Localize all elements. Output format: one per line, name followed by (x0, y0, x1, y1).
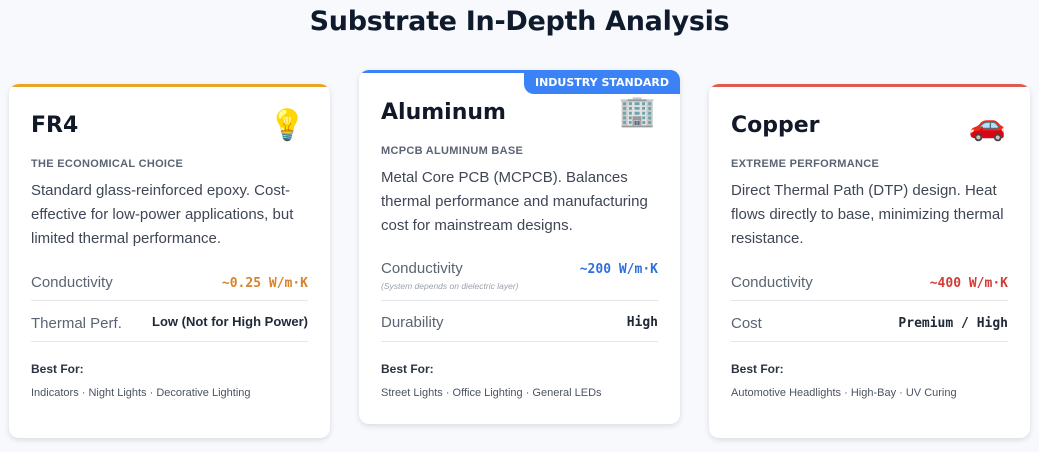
spec-value: High (626, 315, 658, 330)
office-building-icon: 🏢 (618, 95, 656, 128)
spec-label: Conductivity (31, 274, 113, 291)
card-fr4: FR4 💡 THE ECONOMICAL CHOICE Standard gla… (9, 84, 330, 438)
spec-value: ~200 W/m·K (579, 262, 658, 277)
best-for-label: Best For: (381, 362, 434, 376)
car-icon: 🚗 (968, 109, 1006, 142)
card-aluminum: INDUSTRY STANDARD Aluminum 🏢 MCPCB ALUMI… (359, 70, 680, 424)
spec-row-conductivity: Conductivity ~200 W/m·K (System depends … (381, 256, 658, 301)
card-title: Aluminum (381, 100, 506, 125)
card-description: Standard glass-reinforced epoxy. Cost-ef… (31, 182, 294, 247)
best-for-list: Automotive Headlights · High-Bay · UV Cu… (731, 387, 957, 399)
spec-label: Durability (381, 314, 444, 331)
card-copper: Copper 🚗 EXTREME PERFORMANCE Direct Ther… (709, 84, 1030, 438)
spec-note: (System depends on dielectric layer) (381, 281, 519, 291)
spec-value: ~0.25 W/m·K (221, 276, 308, 291)
best-for-list: Indicators · Night Lights · Decorative L… (31, 387, 251, 399)
best-for-label: Best For: (731, 362, 784, 376)
spec-label: Thermal Perf. (31, 315, 122, 332)
spec-label: Conductivity (381, 260, 463, 277)
industry-standard-badge: INDUSTRY STANDARD (524, 70, 680, 94)
spec-row-conductivity: Conductivity ~400 W/m·K (731, 269, 1008, 301)
page-title: Substrate In-Depth Analysis (309, 6, 730, 37)
card-description: Direct Thermal Path (DTP) design. Heat f… (731, 182, 1004, 247)
spec-label: Conductivity (731, 274, 813, 291)
spec-row-cost: Cost Premium / High (731, 301, 1008, 342)
spec-row-conductivity: Conductivity ~0.25 W/m·K (31, 269, 308, 301)
spec-value: Low (Not for High Power) (152, 314, 308, 329)
accent-bar (9, 84, 330, 87)
accent-bar (709, 84, 1030, 87)
spec-value: Premium / High (898, 316, 1008, 331)
best-for-label: Best For: (31, 362, 84, 376)
spec-label: Cost (731, 315, 762, 332)
card-subtitle: EXTREME PERFORMANCE (731, 158, 880, 170)
light-bulb-icon: 💡 (268, 109, 306, 142)
spec-row-thermal-perf: Thermal Perf. Low (Not for High Power) (31, 301, 308, 342)
card-description: Metal Core PCB (MCPCB). Balances thermal… (381, 169, 648, 234)
best-for-list: Street Lights · Office Lighting · Genera… (381, 387, 602, 399)
accent-bar (359, 70, 680, 73)
card-subtitle: MCPCB ALUMINUM BASE (381, 145, 524, 157)
spec-value: ~400 W/m·K (929, 276, 1008, 291)
spec-row-durability: Durability High (381, 301, 658, 342)
card-title: Copper (731, 113, 820, 138)
card-title: FR4 (31, 113, 79, 138)
card-subtitle: THE ECONOMICAL CHOICE (31, 158, 184, 170)
